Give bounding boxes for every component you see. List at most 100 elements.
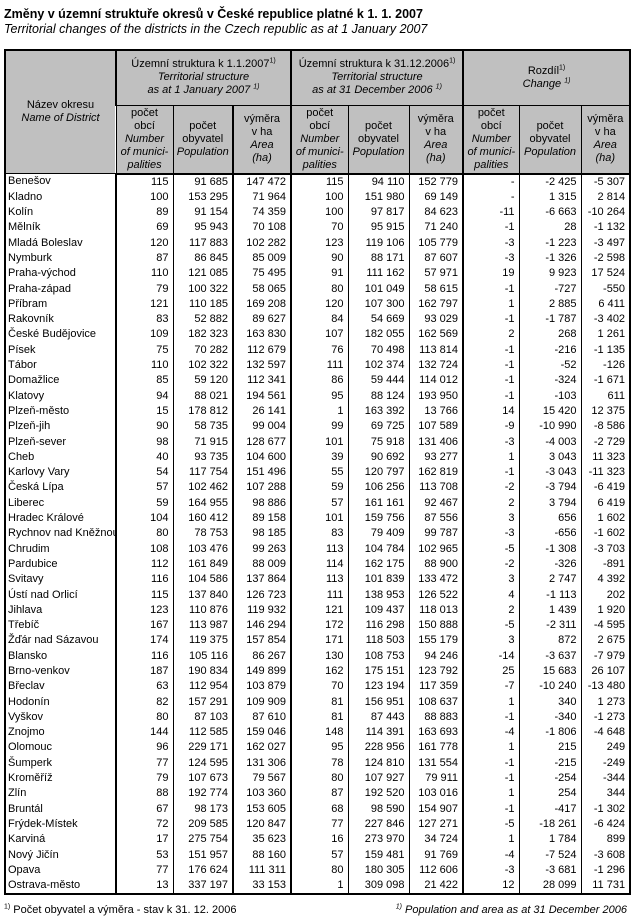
d2007-population: 112 585 [172, 725, 234, 741]
d2007-population: 91 154 [172, 205, 234, 221]
d2006-area: 162 819 [408, 465, 464, 481]
diff-municipalities: 2 [462, 327, 520, 343]
d2007-area: 35 623 [231, 832, 292, 848]
diff-area: 249 [580, 740, 631, 756]
d2007-municipalities: 174 [115, 633, 174, 649]
diff-population: -340 [518, 709, 582, 726]
table-row: Praha-západ 79 100 322 58 065 80 101 049 58 61… [4, 281, 631, 297]
d2007-population: 88 021 [172, 388, 234, 404]
subheader-municipalities-2007: počet obcí Number of munici- palities [115, 104, 174, 175]
district-name: Ostrava-město [4, 878, 117, 895]
d2007-area: 98 185 [231, 526, 292, 542]
diff-population: 2 885 [518, 296, 582, 313]
subheader-cs: počet obcí [306, 106, 334, 132]
district-name: Zlín [4, 786, 117, 802]
footnote-left-text: Počet obyvatel a výměra - stav k 31. 12.… [13, 904, 237, 917]
footnote-marker: 1) [395, 903, 402, 911]
d2006-population: 227 846 [347, 816, 410, 833]
d2006-area: 91 769 [408, 847, 464, 863]
d2007-area: 75 495 [231, 266, 292, 282]
footnote-marker: 1) [564, 77, 571, 85]
table-row: Vyškov 80 87 103 87 610 81 87 443 88 883 -1 -340… [4, 709, 631, 726]
d2007-population: 337 197 [172, 878, 234, 895]
d2006-municipalities: 107 [290, 327, 349, 343]
d2006-municipalities: 57 [290, 847, 349, 863]
d2007-municipalities: 94 [115, 388, 174, 404]
district-name: Ústí nad Orlicí [4, 587, 117, 603]
d2006-municipalities: 148 [290, 725, 349, 741]
diff-municipalities: -2 [462, 556, 520, 573]
header-group-structure-2006: Územní struktura k 31.12.20061) Territor… [290, 49, 464, 106]
d2006-population: 101 049 [347, 281, 410, 297]
d2006-area: 127 271 [408, 816, 464, 833]
d2006-population: 111 162 [347, 266, 410, 282]
d2007-population: 59 120 [172, 373, 234, 389]
diff-population: -52 [518, 358, 582, 374]
d2006-area: 13 766 [408, 403, 464, 420]
diff-area: -10 264 [580, 205, 631, 221]
d2007-municipalities: 89 [115, 205, 174, 221]
table-row: Příbram 121 110 185 169 208 120 107 300 162 79… [4, 296, 631, 313]
table-row: Hodonín 82 157 291 109 909 81 156 951 108 637 1… [4, 694, 631, 710]
table-row: Opava 77 176 624 111 311 80 180 305 112 606 -3-… [4, 862, 631, 879]
d2006-population: 79 409 [347, 526, 410, 542]
d2007-population: 176 624 [172, 862, 234, 879]
diff-area: -249 [580, 755, 631, 772]
d2007-area: 159 046 [231, 725, 292, 741]
d2007-municipalities: 82 [115, 694, 174, 710]
diff-population: 268 [518, 327, 582, 343]
diff-municipalities: - [462, 189, 520, 206]
diff-area: -3 703 [580, 541, 631, 557]
d2007-area: 137 864 [231, 572, 292, 588]
subheader-cs: výměra v ha [587, 113, 624, 138]
d2006-municipalities: 80 [290, 771, 349, 787]
d2007-area: 157 854 [231, 633, 292, 649]
footnote-marker: 1) [269, 57, 276, 65]
d2007-population: 107 673 [172, 771, 234, 787]
d2006-municipalities: 95 [290, 740, 349, 756]
d2007-population: 192 774 [172, 786, 234, 802]
diff-municipalities: -1 [462, 220, 520, 236]
d2007-municipalities: 167 [115, 618, 174, 634]
diff-municipalities: 14 [462, 403, 520, 420]
footnote-marker: 1) [435, 83, 442, 91]
table-body: Benešov 115 91 685 147 472 115 94 110 152 779-… [4, 173, 631, 895]
d2006-population: 109 437 [347, 602, 410, 619]
d2006-area: 133 472 [408, 572, 464, 588]
d2007-area: 146 294 [231, 618, 292, 634]
diff-population: 340 [518, 694, 582, 710]
d2006-municipalities: 115 [290, 173, 349, 190]
d2006-area: 88 883 [408, 709, 464, 726]
table-row: Třebíč 167 113 987 146 294 172 116 298 150 888… [4, 618, 631, 634]
diff-population: 9 923 [518, 266, 582, 282]
page-subtitle: Territorial changes of the districts in … [4, 22, 428, 36]
diff-population: -2 311 [518, 618, 582, 634]
d2006-population: 98 590 [347, 801, 410, 817]
d2006-area: 154 907 [408, 801, 464, 817]
d2007-area: 132 597 [231, 358, 292, 374]
d2007-population: 124 595 [172, 755, 234, 772]
d2006-population: 138 953 [347, 587, 410, 603]
d2006-population: 102 374 [347, 358, 410, 374]
diff-population: -3 637 [518, 648, 582, 664]
d2006-population: 273 970 [347, 832, 410, 848]
group-2007-title-cs: Územní struktura k 1.1.2007 [131, 58, 270, 71]
diff-population: -18 261 [518, 816, 582, 833]
d2006-population: 69 725 [347, 419, 410, 435]
d2006-municipalities: 113 [290, 541, 349, 557]
table-row: Žďár nad Sázavou 174 119 375 157 854 171 118 … [4, 633, 631, 649]
table-row: Hradec Králové 104 160 412 89 158 101 159 756… [4, 511, 631, 527]
district-name: Opava [4, 862, 117, 879]
d2007-municipalities: 115 [115, 587, 174, 603]
diff-area: -1 602 [580, 526, 631, 542]
diff-municipalities: 1 [462, 832, 520, 848]
diff-population: -4 003 [518, 434, 582, 450]
d2007-population: 121 085 [172, 266, 234, 282]
d2007-population: 70 282 [172, 342, 234, 359]
diff-area: -1 671 [580, 373, 631, 389]
diff-population: -417 [518, 801, 582, 817]
diff-municipalities: -3 [462, 526, 520, 542]
subheader-area-change: výměra v ha Area (ha) [580, 104, 631, 175]
d2007-municipalities: 112 [115, 556, 174, 573]
district-name: Plzeň-jih [4, 419, 117, 435]
